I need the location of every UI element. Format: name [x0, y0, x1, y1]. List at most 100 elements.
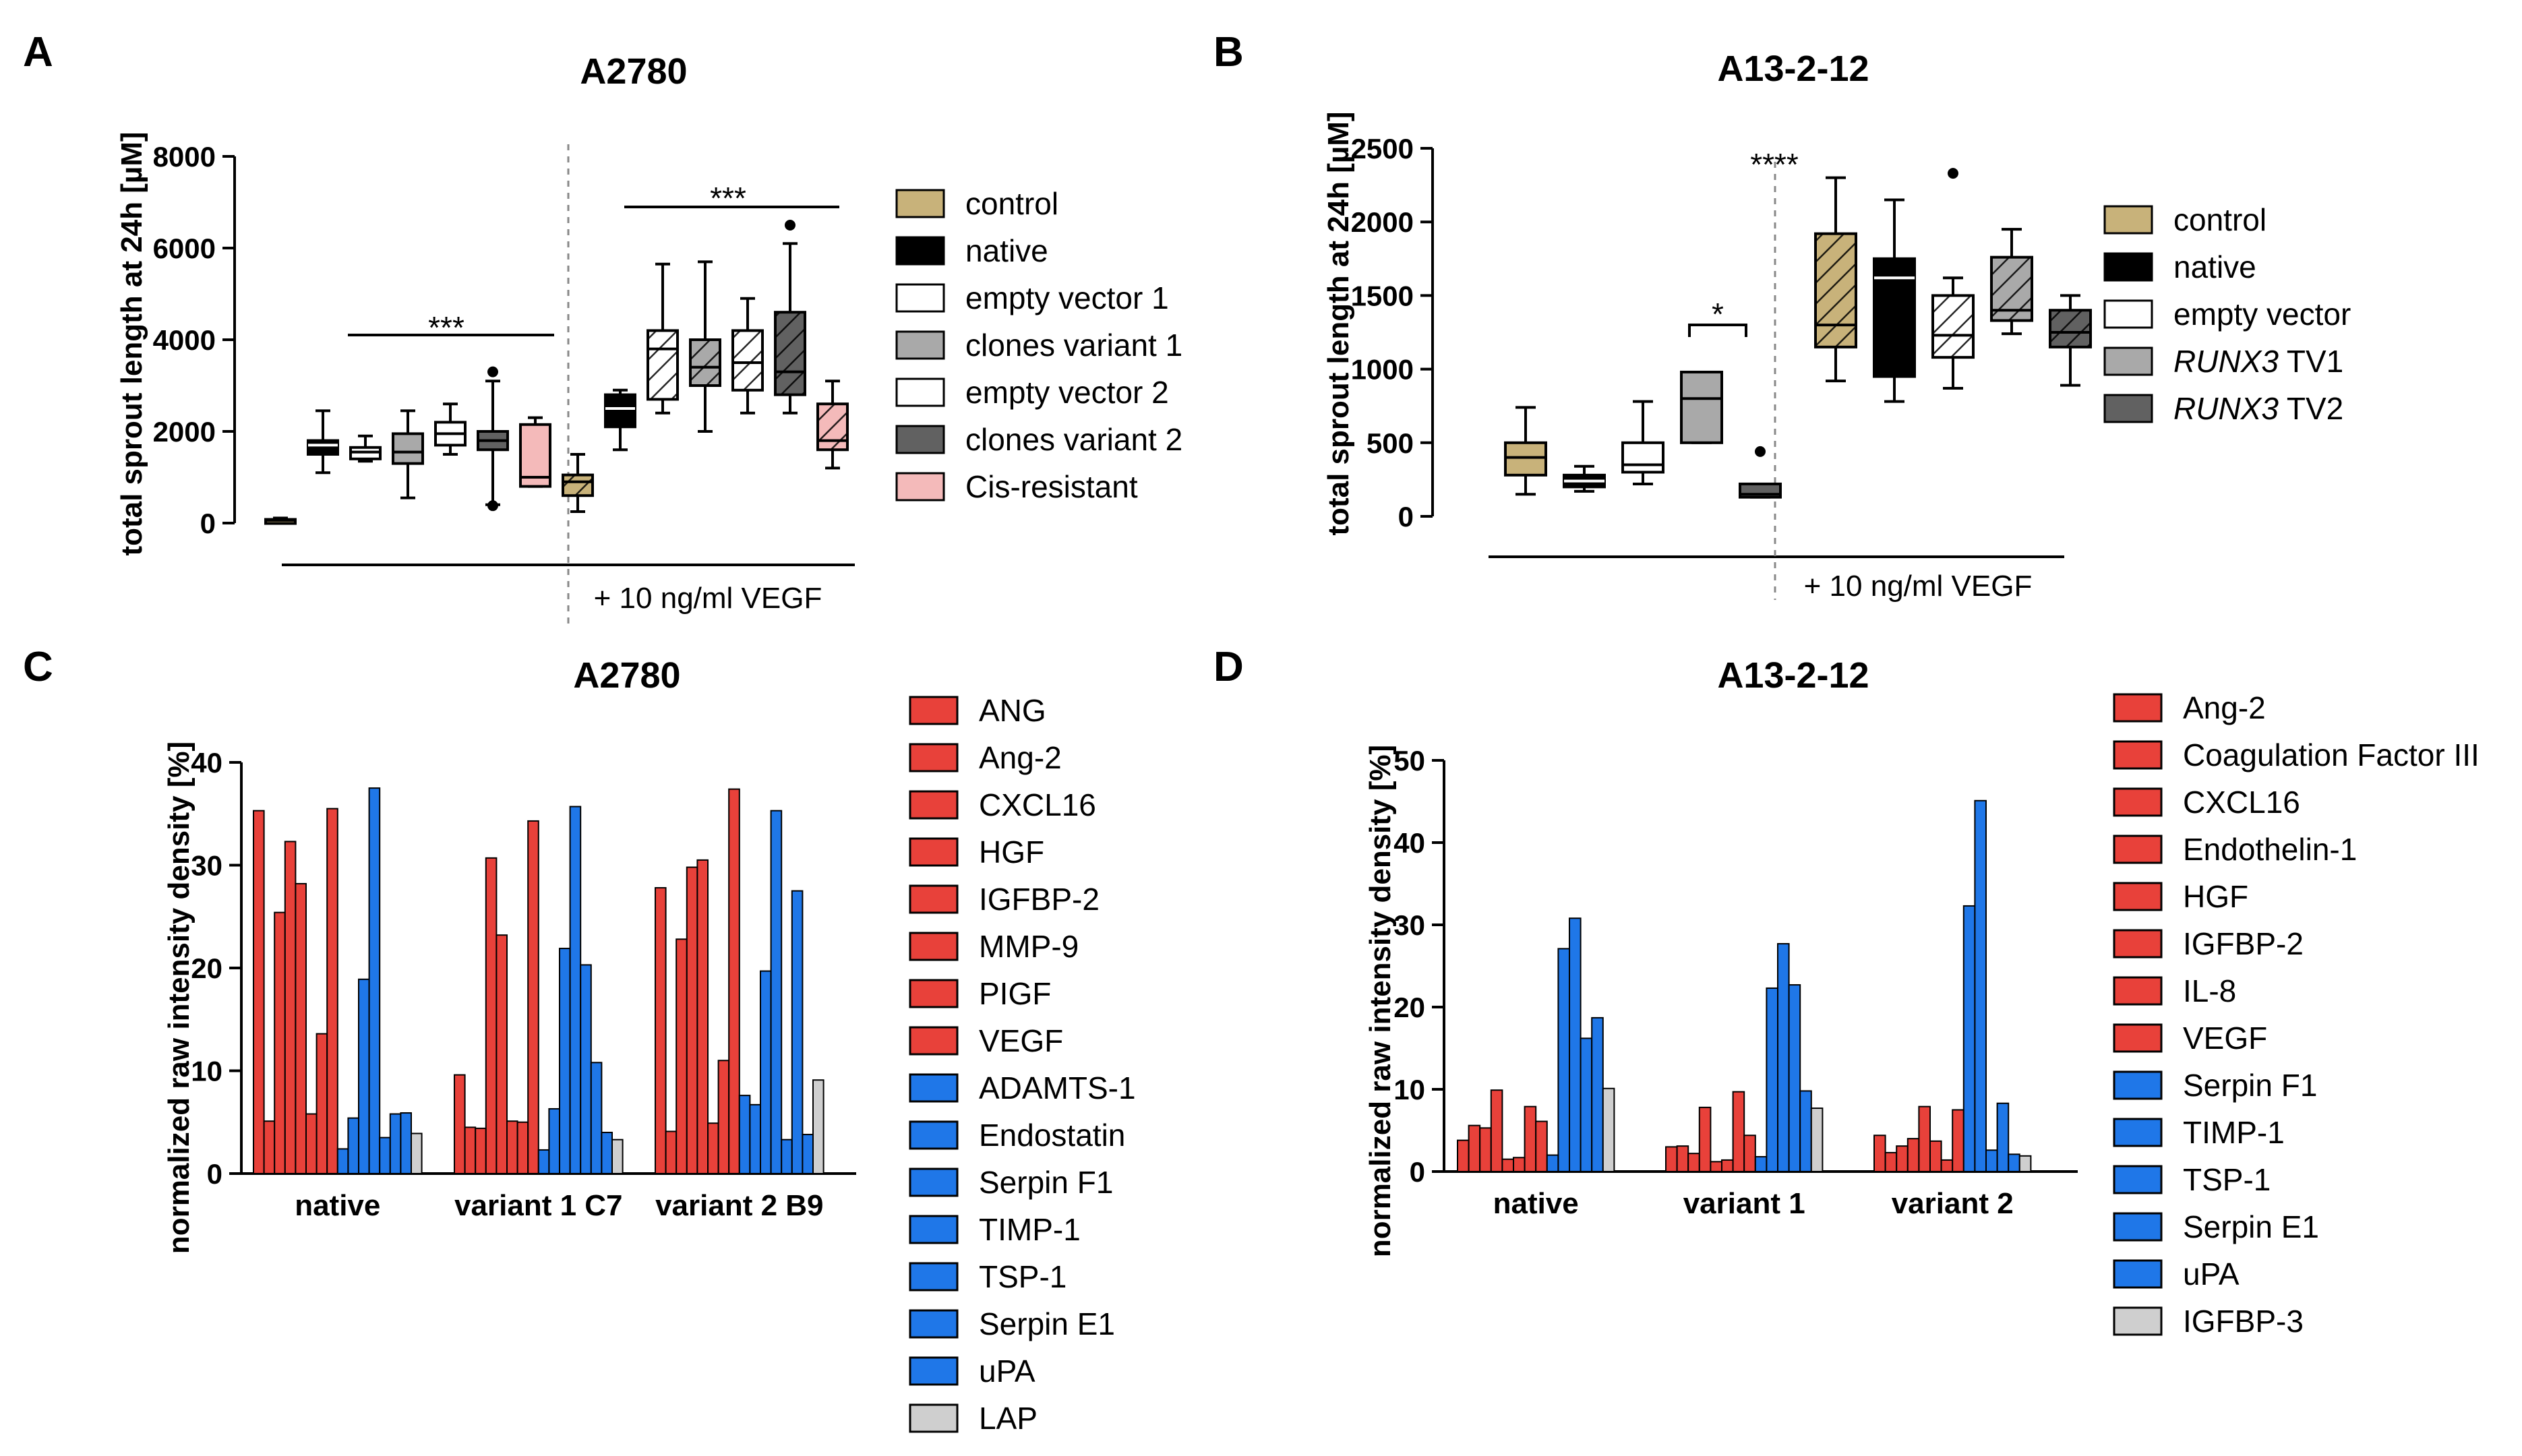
bar-igfbp-2 — [496, 934, 508, 1174]
legend-label: clones variant 1 — [965, 328, 1182, 363]
y-tick-label: 8000 — [153, 141, 216, 173]
legend-item: IGFBP-3 — [2113, 1304, 2304, 1339]
box-control — [264, 516, 297, 525]
panel-letter-a: A — [23, 29, 53, 75]
bar-endothelin-1 — [1906, 1138, 1920, 1172]
legend-label: HGF — [979, 835, 1044, 870]
box-vegf-control — [562, 453, 594, 513]
legend-item: empty vector — [2103, 297, 2351, 332]
bar-igfbp-2 — [295, 882, 307, 1174]
panel-letter-c: C — [23, 644, 53, 690]
bar-tsp-1 — [781, 1139, 793, 1175]
bar-hgf — [1710, 1161, 1722, 1172]
bar-tsp-1 — [1777, 943, 1790, 1173]
bar-il-8 — [1524, 1105, 1537, 1172]
bar-ang-2 — [1457, 1139, 1470, 1173]
legend-label: Serpin E1 — [979, 1306, 1115, 1341]
bar-igfbp-2 — [1513, 1157, 1526, 1173]
bar-endothelin-1 — [1698, 1106, 1712, 1172]
bar-igfbp-2 — [1721, 1159, 1734, 1173]
box-iqr — [307, 439, 339, 456]
legend-swatch — [2113, 882, 2163, 911]
legend-item: TSP-1 — [2113, 1162, 2271, 1197]
legend-item: Endothelin-1 — [2113, 832, 2357, 867]
bar-vegf — [527, 820, 539, 1175]
legend-swatch — [2113, 787, 2163, 817]
bar-endostatin — [749, 1103, 762, 1174]
legend-swatch — [2113, 1212, 2163, 1242]
legend-label: Cis-resistant — [965, 469, 1138, 504]
bar-vegf — [1535, 1120, 1548, 1172]
box-empty-vector — [1621, 400, 1664, 485]
bar-serpin-e1 — [1996, 1102, 2010, 1172]
bar-ang-2 — [1873, 1134, 1886, 1172]
legend-label: RUNX3 TV1 — [2173, 344, 2343, 379]
panel-c-ylabel: normalized raw intensity density [%] — [162, 741, 196, 1254]
legend-label: ADAMTS-1 — [979, 1070, 1136, 1105]
bar-serpin-f1 — [1962, 905, 1976, 1172]
panel-b-ylabel: total sprout length at 24h [µM] — [1322, 111, 1355, 535]
bar-pigf — [316, 1033, 328, 1174]
y-tick-label: 40 — [1393, 827, 1425, 859]
bar-cxcl16 — [274, 911, 286, 1175]
y-tick-label: 2000 — [1351, 206, 1414, 238]
legend-item: PIGF — [909, 976, 1051, 1011]
legend-item: ANG — [909, 693, 1046, 728]
legend-item: Serpin E1 — [909, 1306, 1115, 1341]
bar-mmp-9 — [305, 1113, 318, 1175]
legend-label: HGF — [2183, 879, 2248, 914]
panel-b-yaxis: 0 500 1000 1500 2000 2500 — [1351, 133, 2064, 600]
legend-item: Endostatin — [909, 1118, 1125, 1153]
y-tick-label: 50 — [1393, 745, 1425, 777]
significance-label: *** — [710, 181, 746, 216]
legend-swatch — [2113, 740, 2163, 770]
bar-adamts-1 — [537, 1149, 550, 1175]
legend-label: MMP-9 — [979, 929, 1079, 964]
panel-a-box-chart: A2780 total sprout length at 24h [µM] + … — [115, 51, 1182, 627]
outlier-point — [1948, 168, 1958, 179]
legend-label: TSP-1 — [979, 1259, 1067, 1294]
bar-tsp-1 — [1569, 917, 1582, 1172]
legend-label: CXCL16 — [979, 787, 1096, 822]
legend-label-gene: RUNX3 — [2173, 391, 2279, 426]
bar-vegf — [728, 788, 740, 1174]
legend-item: CXCL16 — [909, 787, 1096, 822]
bar-upa — [802, 1134, 814, 1175]
bar-mmp-9 — [707, 1122, 719, 1175]
panel-c-bars — [253, 787, 824, 1175]
legend-label: Serpin F1 — [979, 1165, 1113, 1200]
bar-tsp-1 — [1985, 1149, 1998, 1173]
bar-coagulation-factor-iii — [1676, 1145, 1689, 1173]
bar-ang — [454, 1074, 466, 1174]
box-vegf-empty-vector — [1931, 168, 1975, 390]
panel-d-title: A13-2-12 — [1717, 655, 1869, 696]
significance-label: *** — [428, 310, 464, 345]
bar-lap — [812, 1079, 824, 1174]
legend-label: Endothelin-1 — [2183, 832, 2357, 867]
legend-item: HGF — [909, 835, 1044, 870]
legend-item: Serpin F1 — [2113, 1068, 2317, 1103]
legend-swatch — [909, 743, 959, 772]
bar-serpin-e1 — [389, 1113, 402, 1175]
legend-swatch — [2113, 1165, 2163, 1194]
category-label: variant 2 B9 — [655, 1189, 823, 1222]
bar-ang-2 — [1665, 1146, 1678, 1173]
panel-a-ylabel: total sprout length at 24h [µM] — [115, 131, 148, 555]
bar-timp-1 — [1766, 987, 1778, 1172]
y-tick-label: 0 — [207, 1158, 222, 1190]
box-vegf-control — [1814, 176, 1857, 383]
panel-b-box-chart: A13-2-12 total sprout length at 24h [µM]… — [1322, 49, 2351, 603]
legend-label: CXCL16 — [2183, 785, 2300, 820]
bar-igfbp-2 — [1929, 1140, 1942, 1172]
bar-serpin-e1 — [1788, 984, 1801, 1173]
significance-bracket — [1688, 324, 1747, 337]
legend-label: empty vector 1 — [965, 280, 1169, 315]
legend-label-suffix: TV1 — [2279, 344, 2343, 379]
bar-hgf — [1918, 1105, 1931, 1172]
legend-item: Ang-2 — [909, 740, 1062, 775]
bar-serpin-f1 — [1546, 1154, 1559, 1172]
panel-d-bars — [1457, 799, 2032, 1173]
significance-label: * — [1712, 297, 1724, 332]
panel-d-legend: Ang-2 Coagulation Factor III CXCL16 Endothe… — [2113, 690, 2480, 1339]
box-iqr — [1621, 441, 1664, 474]
